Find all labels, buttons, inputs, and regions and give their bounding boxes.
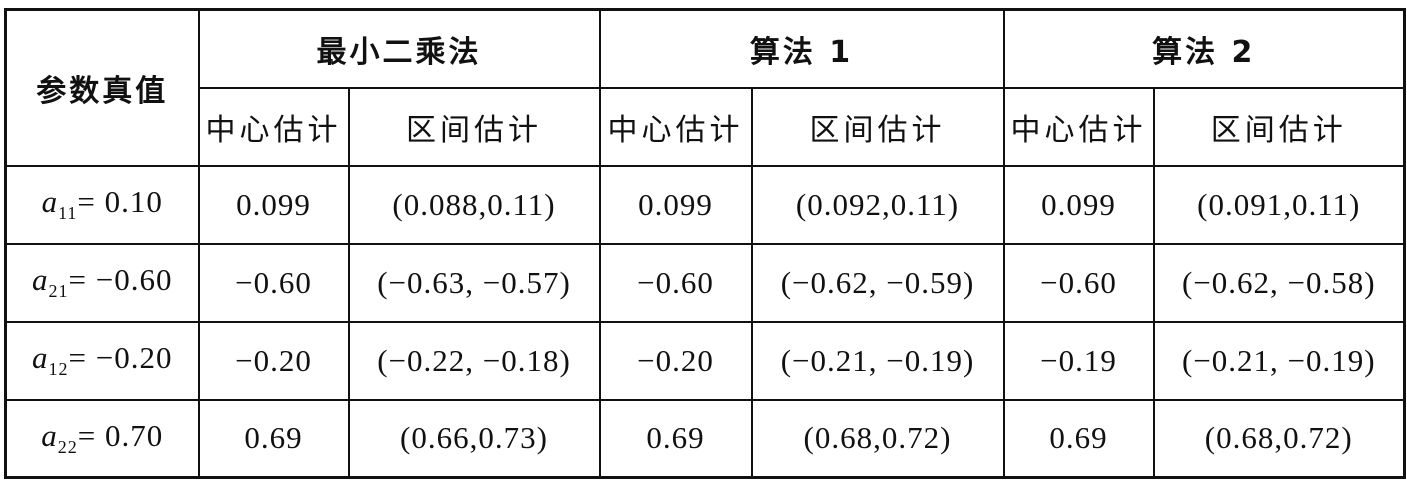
interval-estimate-cell: (−0.22, −0.18) — [347, 320, 601, 401]
table-row: a12= −0.20 −0.20 (−0.22, −0.18) −0.20 (−0.21… — [4, 320, 1406, 401]
point-estimate-cell: −0.19 — [1002, 320, 1155, 401]
sub-header-point: 中心估计 — [598, 86, 753, 167]
interval-estimate-cell: (−0.21, −0.19) — [750, 320, 1005, 401]
point-estimate-cell: 0.099 — [1002, 164, 1155, 245]
param-value: = 0.10 — [77, 184, 163, 220]
interval-estimate-cell: (−0.62, −0.59) — [750, 242, 1005, 323]
param-cell: a21= −0.60 — [4, 242, 200, 323]
group-header-algorithm-2: 算法 2 — [1002, 8, 1406, 89]
param-symbol: a — [32, 340, 49, 376]
sub-header-point: 中心估计 — [197, 86, 350, 167]
point-estimate-cell: 0.69 — [598, 398, 753, 479]
point-estimate-cell: −0.60 — [197, 242, 350, 323]
group-header-algorithm-1: 算法 1 — [598, 8, 1005, 89]
interval-estimate-cell: (0.66,0.73) — [347, 398, 601, 479]
param-index: 11 — [58, 203, 78, 224]
interval-estimate-cell: (−0.62, −0.58) — [1152, 242, 1406, 323]
sub-header-interval: 区间估计 — [347, 86, 601, 167]
param-symbol: a — [32, 262, 49, 298]
point-estimate-cell: 0.099 — [598, 164, 753, 245]
param-symbol: a — [41, 184, 59, 220]
sub-header-interval: 区间估计 — [750, 86, 1005, 167]
sub-header-interval: 区间估计 — [1152, 86, 1406, 167]
param-value: = −0.60 — [68, 262, 173, 298]
param-index: 21 — [48, 281, 69, 302]
group-header-least-squares: 最小二乘法 — [197, 8, 601, 89]
point-estimate-cell: −0.60 — [598, 242, 753, 323]
interval-estimate-cell: (0.092,0.11) — [750, 164, 1005, 245]
param-value: = 0.70 — [77, 418, 164, 454]
table-row: a21= −0.60 −0.60 (−0.63, −0.57) −0.60 (−0.62… — [4, 242, 1406, 323]
point-estimate-cell: −0.60 — [1002, 242, 1155, 323]
param-cell: a12= −0.20 — [4, 320, 200, 401]
param-header: 参数真值 — [4, 8, 200, 167]
param-value: = −0.20 — [68, 340, 173, 376]
interval-estimate-cell: (0.088,0.11) — [347, 164, 601, 245]
point-estimate-cell: 0.69 — [1002, 398, 1155, 479]
interval-estimate-cell: (−0.63, −0.57) — [347, 242, 601, 323]
interval-estimate-cell: (−0.21, −0.19) — [1152, 320, 1406, 401]
interval-estimate-cell: (0.68,0.72) — [750, 398, 1005, 479]
interval-estimate-cell: (0.68,0.72) — [1152, 398, 1406, 479]
point-estimate-cell: −0.20 — [197, 320, 350, 401]
point-estimate-cell: 0.099 — [197, 164, 350, 245]
param-index: 12 — [48, 359, 69, 380]
param-index: 22 — [57, 437, 78, 458]
point-estimate-cell: 0.69 — [197, 398, 350, 479]
sub-header-point: 中心估计 — [1002, 86, 1155, 167]
table-row: a11= 0.10 0.099 (0.088,0.11) 0.099 (0.092,0.… — [4, 164, 1406, 245]
results-table: 参数真值 最小二乘法 算法 1 算法 2 中心估计 区间估计 中心估计 区间估计… — [4, 8, 1406, 479]
param-symbol: a — [41, 418, 58, 454]
table-row: a22= 0.70 0.69 (0.66,0.73) 0.69 (0.68,0.72) 0… — [4, 398, 1406, 479]
header-row-groups: 参数真值 最小二乘法 算法 1 算法 2 — [4, 8, 1406, 167]
point-estimate-cell: −0.20 — [598, 320, 753, 401]
header-row-sub: 中心估计 区间估计 中心估计 区间估计 中心估计 区间估计 — [6, 86, 1406, 167]
param-cell: a22= 0.70 — [4, 398, 200, 479]
param-cell: a11= 0.10 — [4, 164, 200, 245]
interval-estimate-cell: (0.091,0.11) — [1152, 164, 1406, 245]
